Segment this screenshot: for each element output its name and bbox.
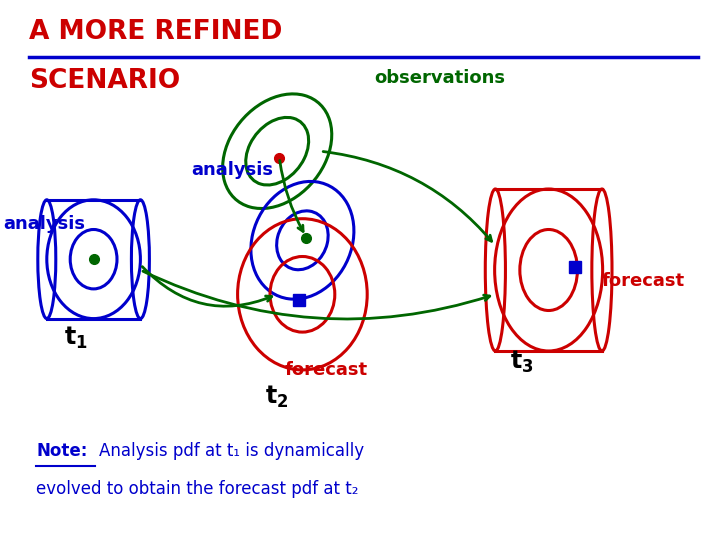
Text: Note:: Note: [36,442,87,460]
Text: forecast: forecast [601,272,684,290]
Text: evolved to obtain the forecast pdf at t₂: evolved to obtain the forecast pdf at t₂ [36,480,359,498]
Text: $\mathbf{t_2}$: $\mathbf{t_2}$ [266,384,289,410]
Text: observations: observations [374,69,505,87]
Text: $\mathbf{t_3}$: $\mathbf{t_3}$ [510,349,534,375]
Text: Analysis pdf at t₁ is dynamically: Analysis pdf at t₁ is dynamically [99,442,364,460]
Text: analysis: analysis [191,161,273,179]
Text: $\mathbf{t_1}$: $\mathbf{t_1}$ [63,325,88,350]
Text: analysis: analysis [4,215,86,233]
Text: A MORE REFINED: A MORE REFINED [29,19,282,45]
Text: SCENARIO: SCENARIO [29,68,180,93]
Text: forecast: forecast [284,361,367,379]
